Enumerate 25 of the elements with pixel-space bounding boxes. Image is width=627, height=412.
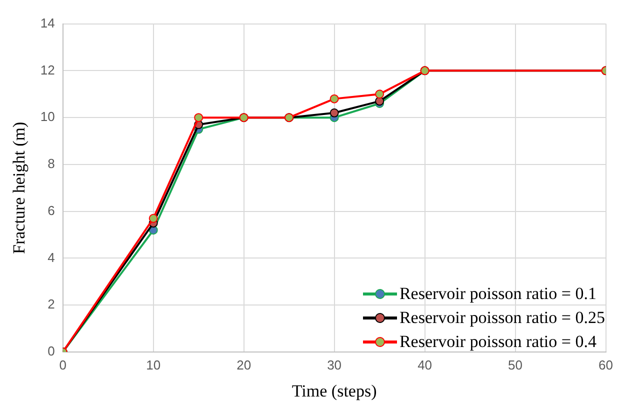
y-tick-label: 4 xyxy=(48,250,55,265)
x-tick-label: 40 xyxy=(418,357,432,372)
y-tick-label: 10 xyxy=(40,109,55,124)
point xyxy=(330,94,339,104)
point xyxy=(148,214,158,223)
y-axis-title: Fracture height (m) xyxy=(10,122,29,254)
y-tick-label: 2 xyxy=(48,296,55,312)
x-axis-title: Time (steps) xyxy=(292,381,377,400)
x-tick-label: 60 xyxy=(598,357,614,372)
x-tick-label: 50 xyxy=(508,357,523,372)
y-tick-label: 8 xyxy=(48,156,55,172)
point xyxy=(194,113,204,122)
x-tick-label: 10 xyxy=(146,357,161,372)
x-tick-label: 20 xyxy=(236,357,252,372)
x-tick-label: 0 xyxy=(59,357,66,372)
point xyxy=(330,108,339,118)
legend-label: Reservoir poisson ratio = 0.1 xyxy=(399,283,596,305)
y-tick-label: 6 xyxy=(48,202,55,218)
y-tick-label: 12 xyxy=(40,62,55,78)
x-tick-label: 30 xyxy=(327,357,342,372)
point xyxy=(375,90,384,99)
y-tick-label: 14 xyxy=(40,15,55,30)
legend-label: Reservoir poisson ratio = 0.4 xyxy=(399,331,596,353)
y-tick-label: 0 xyxy=(48,344,55,359)
legend-label: Reservoir poisson ratio = 0.25 xyxy=(399,307,605,329)
